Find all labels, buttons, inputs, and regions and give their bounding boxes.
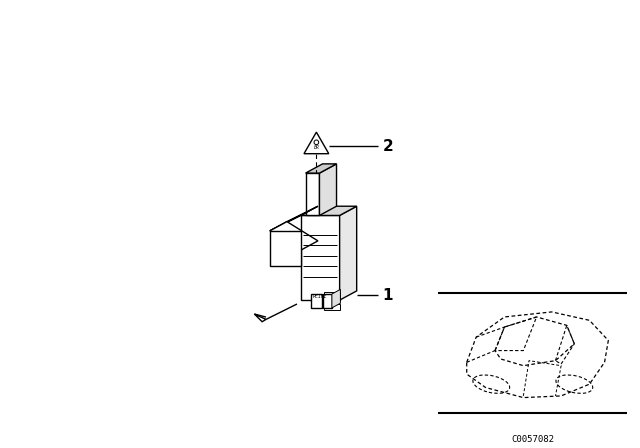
Polygon shape	[270, 222, 318, 250]
Polygon shape	[324, 293, 340, 299]
Polygon shape	[270, 206, 318, 231]
Text: ER: ER	[314, 145, 319, 150]
Text: C0057082: C0057082	[511, 435, 554, 444]
Polygon shape	[254, 314, 266, 322]
Text: REIHE: REIHE	[313, 294, 328, 299]
Polygon shape	[319, 164, 337, 215]
Polygon shape	[340, 206, 356, 300]
Polygon shape	[301, 206, 356, 215]
Polygon shape	[332, 289, 340, 308]
Polygon shape	[311, 294, 322, 308]
Polygon shape	[301, 215, 340, 300]
Polygon shape	[324, 304, 340, 310]
Polygon shape	[305, 164, 337, 173]
Text: 2: 2	[382, 139, 393, 155]
Polygon shape	[323, 294, 332, 308]
Polygon shape	[305, 173, 319, 215]
Polygon shape	[270, 231, 301, 266]
Text: 1: 1	[382, 288, 393, 303]
Polygon shape	[304, 132, 329, 154]
